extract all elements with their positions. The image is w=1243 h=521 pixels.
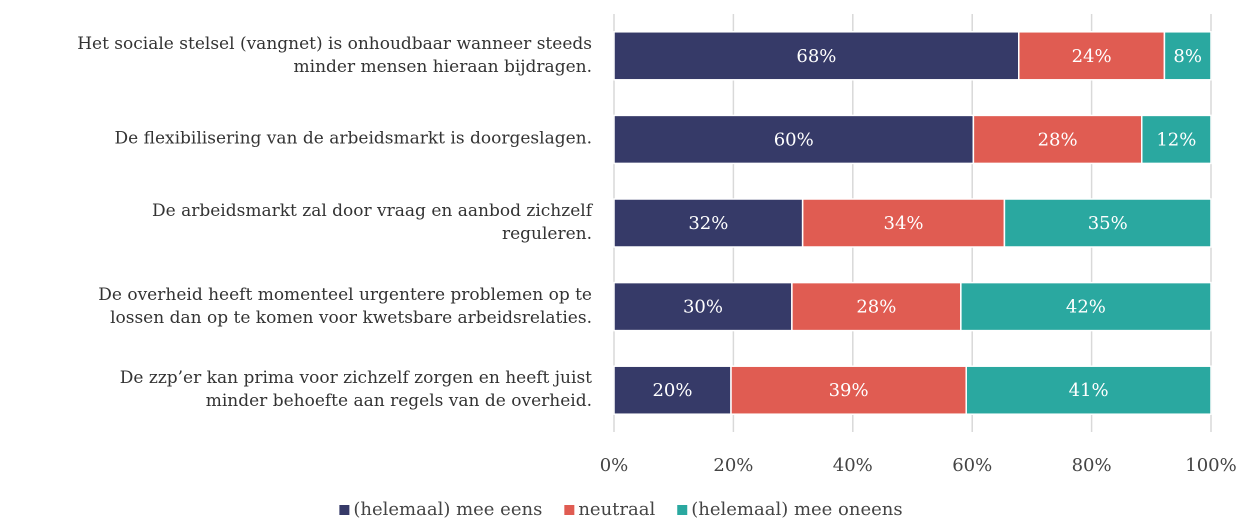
- value-label: 41%: [1069, 380, 1109, 401]
- legend-label: neutraal: [578, 499, 655, 520]
- legend-label: (helemaal) mee oneens: [691, 499, 902, 520]
- legend-label: (helemaal) mee eens: [353, 499, 542, 520]
- bar-segment: [1140, 114, 1212, 165]
- category-label: De zzp’er kan prima voor zichzelf zorgen…: [119, 368, 592, 412]
- x-tick-label: 80%: [1072, 455, 1112, 476]
- legend-swatch: [564, 505, 575, 515]
- bar-segment: [613, 31, 1020, 81]
- value-label: 34%: [884, 213, 924, 234]
- bar-segment: [613, 198, 804, 248]
- legend-swatch: [677, 505, 688, 515]
- value-label: 24%: [1072, 46, 1112, 67]
- x-tick-label: 40%: [833, 455, 873, 476]
- value-label: 28%: [856, 297, 896, 318]
- bar-segment: [801, 198, 1006, 248]
- value-label: 30%: [683, 297, 723, 318]
- x-tick-label: 20%: [713, 455, 753, 476]
- value-label: 28%: [1038, 129, 1078, 150]
- bar-segment: [1018, 31, 1166, 81]
- x-tick-label: 0%: [600, 455, 629, 476]
- value-label: 68%: [796, 46, 836, 67]
- category-label: De overheid heeft momenteel urgentere pr…: [98, 284, 592, 328]
- value-label: 42%: [1066, 297, 1106, 318]
- x-tick-label: 100%: [1185, 455, 1236, 476]
- category-label: Het sociale stelsel (vangnet) is onhoudb…: [77, 33, 592, 77]
- bar-segment: [791, 281, 962, 332]
- bar-segment: [960, 281, 1212, 332]
- value-label: 60%: [774, 129, 814, 150]
- value-label: 35%: [1088, 213, 1128, 234]
- bar-segment: [972, 114, 1143, 165]
- bar-segment: [965, 365, 1212, 415]
- category-label: De flexibilisering van de arbeidsmarkt i…: [114, 128, 592, 149]
- bar-segment: [613, 281, 793, 332]
- bar-segment: [613, 114, 975, 165]
- legend-swatch: [339, 505, 350, 515]
- x-tick-label: 60%: [952, 455, 992, 476]
- value-label: 12%: [1156, 129, 1196, 150]
- value-label: 39%: [829, 380, 869, 401]
- value-label: 32%: [688, 213, 728, 234]
- bar-segment: [1163, 31, 1212, 81]
- bar-segment: [613, 365, 732, 415]
- bar-segment: [1003, 198, 1212, 248]
- value-label: 20%: [652, 380, 692, 401]
- value-label: 8%: [1173, 46, 1202, 67]
- category-label: De arbeidsmarkt zal door vraag en aanbod…: [151, 201, 592, 244]
- bar-segment: [730, 365, 967, 415]
